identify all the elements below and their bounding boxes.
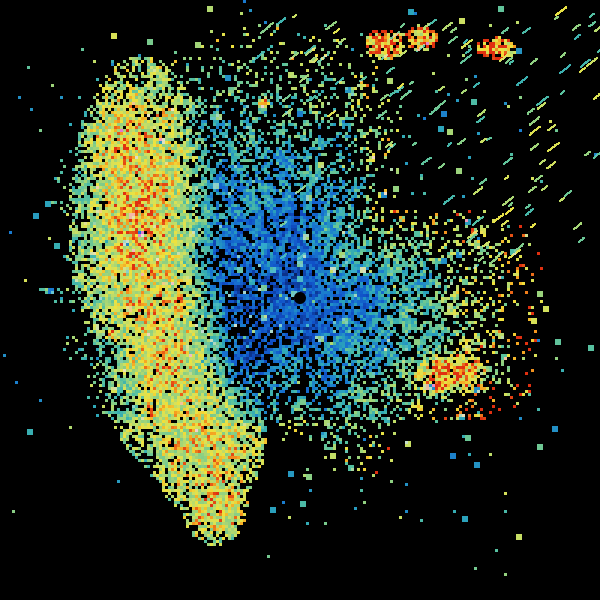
visualization-root [0,0,600,600]
density-scatter-canvas [0,0,600,600]
